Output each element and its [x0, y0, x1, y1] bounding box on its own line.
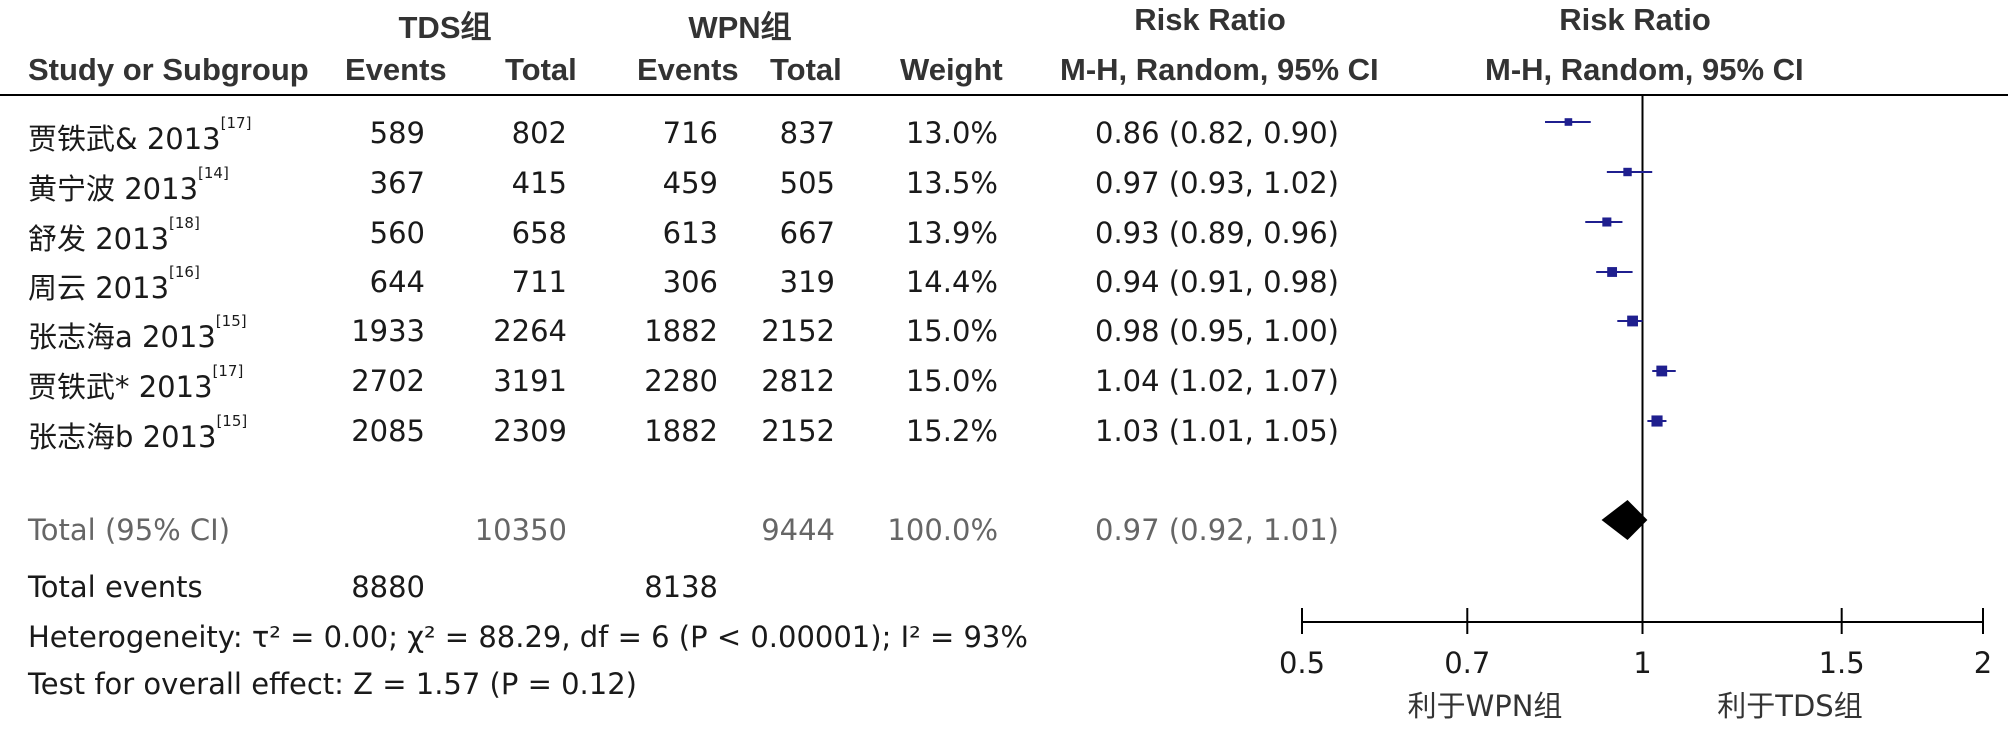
study-name: 张志海a 2013[15]: [28, 312, 247, 354]
total-row: Total (95% CI) 10350 9444 100.0% 0.97 (0…: [0, 513, 1339, 557]
group1-header: TDS组: [398, 10, 492, 45]
events2-cell: 716: [662, 116, 718, 150]
total-events1: 8880: [351, 570, 425, 604]
study-row: 张志海a 2013[15] 1933 2264 1882 2152 15.0% …: [0, 312, 1339, 358]
events1-header: Events: [345, 52, 447, 87]
total1-cell: 3191: [493, 364, 567, 398]
effect-marker: [1623, 167, 1632, 177]
method-header-plot: M-H, Random, 95% CI: [1485, 52, 1804, 87]
events1-cell: 2702: [351, 364, 425, 398]
total-label: Total (95% CI): [28, 513, 231, 547]
total2-cell: 2152: [761, 314, 835, 348]
study-row: 贾铁武& 2013[17] 589 802 716 837 13.0% 0.86…: [0, 114, 1339, 160]
study-name: 黄宁波 2013[14]: [28, 164, 229, 206]
study-row: 舒发 2013[18] 560 658 613 667 13.9% 0.93 (…: [0, 214, 1339, 260]
study-row: 黄宁波 2013[14] 367 415 459 505 13.5% 0.97 …: [0, 164, 1339, 210]
total2-header: Total: [770, 52, 842, 87]
study-name: 舒发 2013[18]: [28, 214, 200, 256]
weight-cell: 13.5%: [905, 166, 998, 200]
events2-cell: 306: [662, 265, 718, 299]
total2-sum: 9444: [761, 513, 835, 547]
study-row: 贾铁武* 2013[17] 2702 3191 2280 2812 15.0% …: [0, 362, 1339, 408]
x-tick-label: 2: [1974, 646, 1992, 680]
x-tick-label: 0.5: [1279, 646, 1325, 680]
weight-header: Weight: [900, 52, 1003, 87]
total-events-label: Total events: [28, 570, 203, 604]
total2-cell: 319: [779, 265, 835, 299]
total1-cell: 802: [511, 116, 567, 150]
total1-cell: 658: [511, 216, 567, 250]
effect-marker: [1656, 365, 1668, 377]
weight-cell: 15.2%: [905, 414, 998, 448]
rr-title-table: Risk Ratio: [1134, 2, 1286, 37]
header-rule: [0, 94, 2008, 96]
total1-cell: 2309: [493, 414, 567, 448]
total1-cell: 711: [511, 265, 567, 299]
weight-cell: 15.0%: [905, 364, 998, 398]
ci-cell: 0.98 (0.95, 1.00): [1095, 314, 1339, 348]
effect-marker: [1627, 315, 1638, 327]
events2-header: Events: [637, 52, 739, 87]
ci-cell: 1.03 (1.01, 1.05): [1095, 414, 1339, 448]
study-header: Study or Subgroup: [28, 52, 309, 87]
study-name: 张志海b 2013[15]: [28, 412, 248, 454]
events1-cell: 589: [369, 116, 425, 150]
weight-cell: 14.4%: [905, 265, 998, 299]
effect-marker: [1651, 415, 1663, 427]
study-name: 贾铁武* 2013[17]: [28, 362, 244, 404]
events1-cell: 1933: [351, 314, 425, 348]
effect-marker: [1564, 118, 1573, 126]
rr-title-plot: Risk Ratio: [1559, 2, 1711, 37]
total-weight: 100.0%: [887, 513, 998, 547]
study-row: 张志海b 2013[15] 2085 2309 1882 2152 15.2% …: [0, 412, 1339, 458]
ci-cell: 0.97 (0.93, 1.02): [1095, 166, 1339, 200]
events2-cell: 459: [662, 166, 718, 200]
x-tick-label: 1.5: [1819, 646, 1865, 680]
total-events-row: Total events 8880 8138: [0, 570, 1330, 614]
total2-cell: 667: [779, 216, 835, 250]
total1-sum: 10350: [474, 513, 567, 547]
ci-cell: 0.86 (0.82, 0.90): [1095, 116, 1339, 150]
weight-cell: 15.0%: [905, 314, 998, 348]
ci-cell: 0.93 (0.89, 0.96): [1095, 216, 1339, 250]
ci-cell: 0.94 (0.91, 0.98): [1095, 265, 1339, 299]
total2-cell: 505: [779, 166, 835, 200]
favours-right-label: 利于TDS组: [1717, 689, 1862, 723]
events2-cell: 613: [662, 216, 718, 250]
overall-effect-text: Test for overall effect: Z = 1.57 (P = 0…: [28, 667, 637, 701]
total1-cell: 415: [511, 166, 567, 200]
study-row: 周云 2013[16] 644 711 306 319 14.4% 0.94 (…: [0, 263, 1339, 309]
weight-cell: 13.0%: [905, 116, 998, 150]
events1-cell: 644: [369, 265, 425, 299]
x-tick-label: 1: [1633, 646, 1651, 680]
total2-cell: 2152: [761, 414, 835, 448]
total2-cell: 2812: [761, 364, 835, 398]
events1-cell: 367: [369, 166, 425, 200]
method-header-table: M-H, Random, 95% CI: [1060, 52, 1379, 87]
ci-cell: 1.04 (1.02, 1.07): [1095, 364, 1339, 398]
total1-header: Total: [505, 52, 577, 87]
total-ci: 0.97 (0.92, 1.01): [1095, 513, 1339, 547]
events1-cell: 2085: [351, 414, 425, 448]
group2-header: WPN组: [688, 10, 792, 45]
weight-cell: 13.9%: [905, 216, 998, 250]
favours-left-label: 利于WPN组: [1408, 689, 1563, 723]
total2-cell: 837: [779, 116, 835, 150]
events2-cell: 1882: [644, 314, 718, 348]
total-events2: 8138: [644, 570, 718, 604]
events2-cell: 2280: [644, 364, 718, 398]
effect-marker: [1607, 267, 1618, 277]
events2-cell: 1882: [644, 414, 718, 448]
x-tick-label: 0.7: [1444, 646, 1490, 680]
study-name: 贾铁武& 2013[17]: [28, 114, 252, 156]
total1-cell: 2264: [493, 314, 567, 348]
pooled-diamond: [1601, 500, 1648, 540]
study-name: 周云 2013[16]: [28, 263, 200, 305]
effect-marker: [1602, 217, 1612, 227]
events1-cell: 560: [369, 216, 425, 250]
heterogeneity-text: Heterogeneity: τ² = 0.00; χ² = 88.29, df…: [28, 620, 1028, 654]
